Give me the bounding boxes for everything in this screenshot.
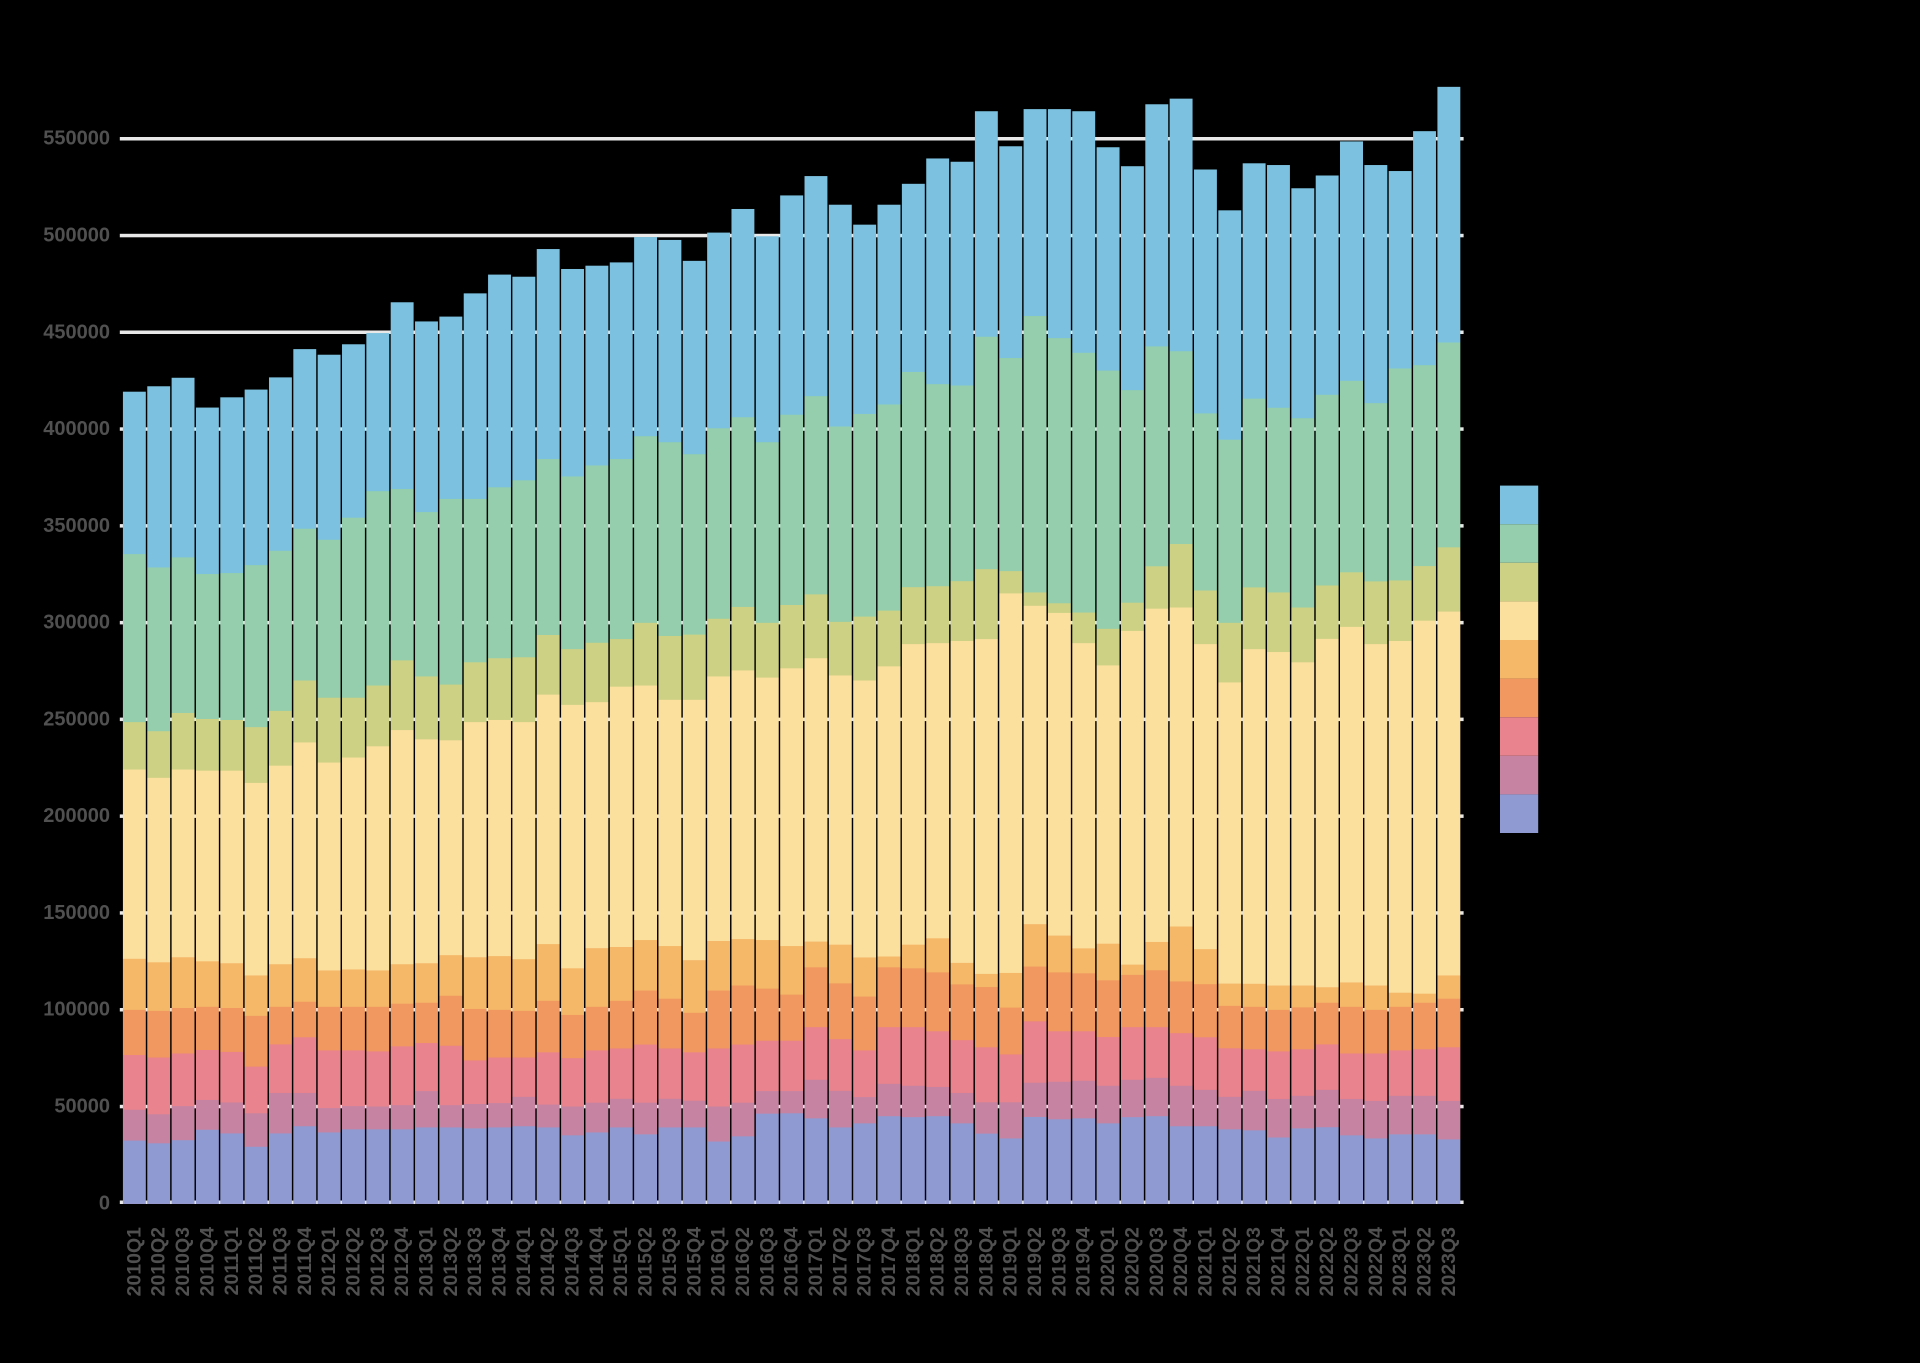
svg-text:2014Q4: 2014Q4 <box>586 1227 608 1297</box>
svg-text:2020Q3: 2020Q3 <box>1146 1227 1168 1297</box>
svg-text:2022Q1: 2022Q1 <box>1292 1227 1314 1297</box>
svg-text:2022Q2: 2022Q2 <box>1316 1227 1338 1297</box>
svg-text:500000: 500000 <box>43 225 110 247</box>
svg-text:2016Q4: 2016Q4 <box>781 1227 803 1297</box>
svg-text:2014Q2: 2014Q2 <box>537 1227 559 1297</box>
svg-text:2010Q2: 2010Q2 <box>148 1227 170 1297</box>
svg-text:2023Q1: 2023Q1 <box>1389 1227 1411 1297</box>
svg-text:2012Q1: 2012Q1 <box>318 1227 340 1297</box>
svg-text:2018Q3: 2018Q3 <box>951 1227 973 1297</box>
svg-text:2010Q4: 2010Q4 <box>196 1227 218 1297</box>
svg-text:200000: 200000 <box>43 805 110 827</box>
svg-text:2017Q4: 2017Q4 <box>878 1227 900 1297</box>
svg-text:2017Q2: 2017Q2 <box>829 1227 851 1297</box>
svg-text:2019Q2: 2019Q2 <box>1024 1227 1046 1297</box>
svg-text:2011Q2: 2011Q2 <box>245 1227 267 1295</box>
svg-text:2016Q2: 2016Q2 <box>732 1227 754 1297</box>
svg-text:2021Q1: 2021Q1 <box>1194 1227 1216 1297</box>
svg-text:400000: 400000 <box>43 418 110 440</box>
svg-text:2018Q2: 2018Q2 <box>927 1227 949 1297</box>
svg-text:2013Q3: 2013Q3 <box>464 1227 486 1297</box>
svg-text:2021Q2: 2021Q2 <box>1219 1227 1241 1297</box>
svg-text:2018Q1: 2018Q1 <box>902 1227 924 1297</box>
svg-text:2011Q1: 2011Q1 <box>221 1227 243 1295</box>
svg-text:2011Q3: 2011Q3 <box>269 1227 291 1295</box>
svg-text:2017Q3: 2017Q3 <box>854 1227 876 1297</box>
svg-text:2023Q3: 2023Q3 <box>1438 1227 1460 1297</box>
svg-text:2015Q2: 2015Q2 <box>635 1227 657 1297</box>
svg-text:250000: 250000 <box>43 708 110 730</box>
svg-text:2011Q4: 2011Q4 <box>294 1227 316 1295</box>
svg-text:2010Q3: 2010Q3 <box>172 1227 194 1297</box>
svg-text:2012Q2: 2012Q2 <box>342 1227 364 1297</box>
svg-text:2018Q4: 2018Q4 <box>975 1227 997 1297</box>
svg-text:2014Q1: 2014Q1 <box>513 1227 535 1297</box>
svg-text:2013Q4: 2013Q4 <box>489 1227 511 1297</box>
svg-text:2019Q1: 2019Q1 <box>1000 1227 1022 1297</box>
svg-text:2010Q1: 2010Q1 <box>123 1227 145 1297</box>
svg-text:2012Q3: 2012Q3 <box>367 1227 389 1297</box>
svg-text:2013Q1: 2013Q1 <box>415 1227 437 1297</box>
svg-text:350000: 350000 <box>43 515 110 537</box>
svg-text:2022Q4: 2022Q4 <box>1365 1227 1387 1297</box>
svg-text:550000: 550000 <box>43 128 110 150</box>
svg-text:450000: 450000 <box>43 321 110 343</box>
svg-text:100000: 100000 <box>43 999 110 1021</box>
svg-text:2015Q3: 2015Q3 <box>659 1227 681 1297</box>
svg-text:2020Q4: 2020Q4 <box>1170 1227 1192 1297</box>
svg-text:2021Q4: 2021Q4 <box>1267 1227 1289 1297</box>
svg-text:2014Q3: 2014Q3 <box>562 1227 584 1297</box>
svg-text:2019Q3: 2019Q3 <box>1048 1227 1070 1297</box>
svg-text:2022Q3: 2022Q3 <box>1341 1227 1363 1297</box>
svg-text:2017Q1: 2017Q1 <box>805 1227 827 1297</box>
svg-text:2012Q4: 2012Q4 <box>391 1227 413 1297</box>
svg-text:150000: 150000 <box>43 902 110 924</box>
svg-text:2016Q1: 2016Q1 <box>708 1227 730 1297</box>
svg-text:300000: 300000 <box>43 612 110 634</box>
svg-text:0: 0 <box>99 1192 110 1214</box>
svg-text:2016Q3: 2016Q3 <box>756 1227 778 1297</box>
svg-text:2013Q2: 2013Q2 <box>440 1227 462 1297</box>
svg-text:2015Q4: 2015Q4 <box>683 1227 705 1297</box>
svg-text:2021Q3: 2021Q3 <box>1243 1227 1265 1297</box>
svg-text:2020Q1: 2020Q1 <box>1097 1227 1119 1297</box>
svg-text:2020Q2: 2020Q2 <box>1121 1227 1143 1297</box>
svg-text:2015Q1: 2015Q1 <box>610 1227 632 1297</box>
svg-text:2023Q2: 2023Q2 <box>1414 1227 1436 1297</box>
svg-text:50000: 50000 <box>54 1096 110 1118</box>
svg-text:2019Q4: 2019Q4 <box>1073 1227 1095 1297</box>
